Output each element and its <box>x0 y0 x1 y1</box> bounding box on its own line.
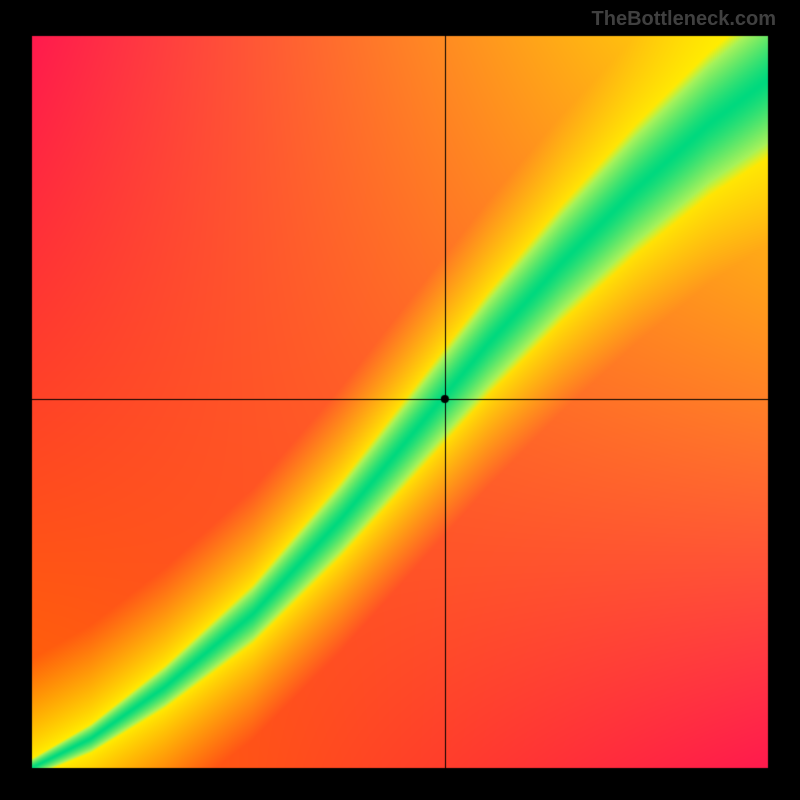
bottleneck-heatmap <box>0 0 800 800</box>
chart-container: TheBottleneck.com <box>0 0 800 800</box>
watermark-text: TheBottleneck.com <box>592 8 776 31</box>
